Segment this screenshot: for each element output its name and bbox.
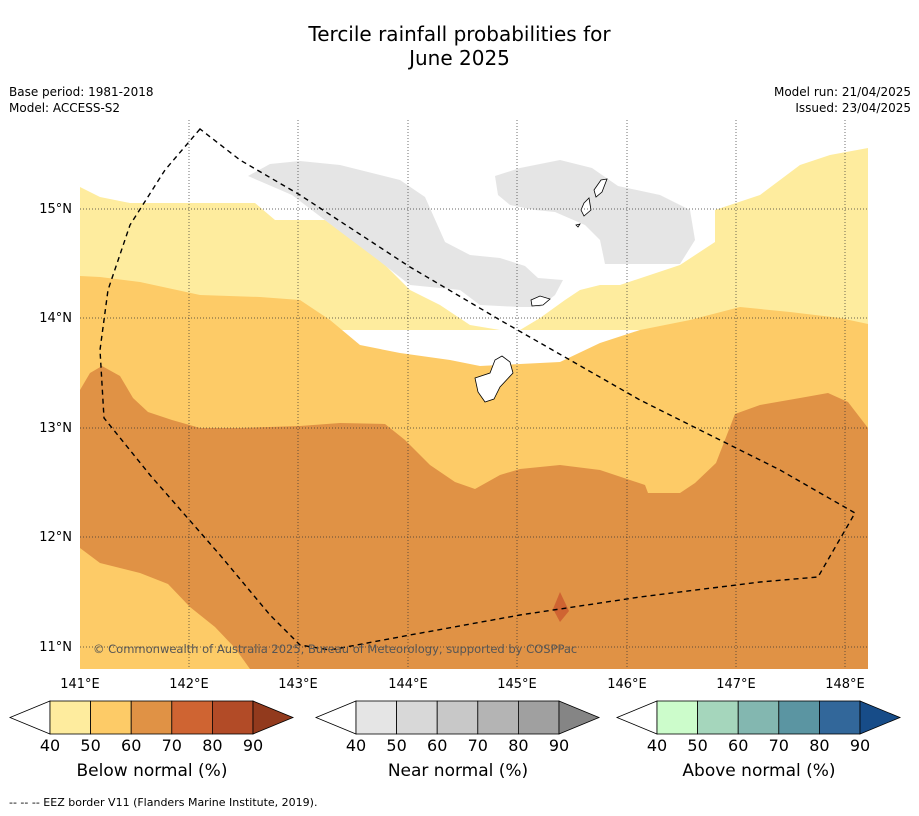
lon-label: 146°E	[607, 677, 647, 692]
near-normal-regions	[248, 160, 695, 307]
colorbar-tick-label: 50	[80, 736, 100, 755]
model-run: Model run: 21/04/2025	[773, 85, 911, 99]
colorbar-cell	[396, 700, 438, 735]
map-frame: © Commonwealth of Australia 2025, Bureau…	[80, 120, 868, 669]
map-title: Tercile rainfall probabilities for June …	[0, 22, 919, 70]
colorbar-tick-label: 60	[427, 736, 447, 755]
colorbar-cell	[90, 700, 132, 735]
colorbar-cell	[697, 700, 739, 735]
colorbars: 40 50 60 70 80 90 40 50 60 70 80 90 40 50 60 70 80 90	[8, 700, 902, 755]
title-line-2: June 2025	[409, 46, 510, 70]
colorbar-tick-label: 40	[40, 736, 60, 755]
lon-label: 142°E	[169, 677, 209, 692]
saipan-island	[593, 178, 608, 198]
lat-axis-labels: 15°N 14°N 13°N 12°N 11°N	[39, 202, 72, 655]
colorbar-tick-label: 80	[202, 736, 222, 755]
copyright-text: © Commonwealth of Australia 2025, Bureau…	[93, 642, 577, 656]
colorbar-cell	[130, 700, 173, 735]
lon-label: 143°E	[278, 677, 318, 692]
colorbar-cell	[436, 700, 479, 735]
model-info: Base period: 1981-2018 Model: ACCESS-S2	[9, 84, 154, 116]
lat-label: 11°N	[39, 640, 72, 655]
lon-label: 141°E	[60, 677, 100, 692]
colorbar-cell	[171, 700, 213, 735]
lon-label: 147°E	[716, 677, 756, 692]
title-line-1: Tercile rainfall probabilities for	[308, 22, 611, 46]
colorbar-tick-label: 50	[687, 736, 707, 755]
colorbar-right-arrow	[859, 700, 902, 735]
colorbar-tick-label: 80	[508, 736, 528, 755]
lat-label: 13°N	[39, 421, 72, 436]
colorbar-tick-label: 70	[769, 736, 789, 755]
issued-date: Issued: 23/04/2025	[795, 101, 911, 115]
colorbar-cell	[355, 700, 397, 735]
lon-axis-labels: 141°E 142°E 143°E 144°E 145°E 146°E 147°…	[60, 677, 865, 692]
guam-island	[474, 355, 514, 403]
colorbar-tick-label: 90	[549, 736, 569, 755]
colorbar-left-arrow	[314, 700, 357, 735]
rota-island	[530, 295, 551, 307]
colorbar-right-arrow	[558, 700, 601, 735]
eez-footnote: -- -- -- EEZ border V11 (Flanders Marine…	[9, 796, 318, 809]
colorbar-tick-label: 90	[243, 736, 263, 755]
white-gaps	[538, 243, 600, 283]
colorbar-tick-label: 50	[386, 736, 406, 755]
colorbar-tick-label: 90	[850, 736, 870, 755]
colorbar-cell	[211, 700, 254, 735]
colorbar-tick-label: 40	[346, 736, 366, 755]
colorbar-cell	[737, 700, 780, 735]
below-normal-label: Below normal (%)	[76, 761, 228, 781]
lon-label: 144°E	[388, 677, 428, 692]
model-name: Model: ACCESS-S2	[9, 101, 121, 115]
near-normal-label: Near normal (%)	[387, 761, 529, 781]
lat-label: 12°N	[39, 530, 72, 545]
colorbar-cell	[518, 700, 560, 735]
colorbar-1: 40 50 60 70 80 90	[314, 700, 601, 755]
lat-label: 15°N	[39, 202, 72, 217]
colorbar-left-arrow	[615, 700, 658, 735]
base-period: Base period: 1981-2018	[9, 85, 154, 99]
colorbar-cell	[656, 700, 698, 735]
run-info: Model run: 21/04/2025 Issued: 23/04/2025	[774, 84, 911, 116]
colorbar-0: 40 50 60 70 80 90	[8, 700, 295, 755]
region-below-50	[80, 148, 868, 330]
lat-label: 14°N	[39, 311, 72, 326]
colorbar-tick-label: 40	[647, 736, 667, 755]
colorbar-left-arrow	[8, 700, 51, 735]
lon-label: 145°E	[497, 677, 537, 692]
gridlines	[80, 120, 868, 669]
above-normal-label: Above normal (%)	[682, 761, 836, 781]
colorbar-cell	[819, 700, 861, 735]
colorbar-cell	[778, 700, 820, 735]
aguijan-islet	[575, 223, 581, 228]
colorbar-tick-label: 60	[728, 736, 748, 755]
colorbar-right-arrow	[252, 700, 295, 735]
colorbar-2: 40 50 60 70 80 90	[615, 700, 902, 755]
lon-label: 148°E	[825, 677, 865, 692]
colorbar-tick-label: 80	[809, 736, 829, 755]
colorbar-tick-label: 70	[468, 736, 488, 755]
colorbar-cell	[49, 700, 91, 735]
colorbar-tick-label: 60	[121, 736, 141, 755]
colorbar-tick-label: 70	[162, 736, 182, 755]
eez-border	[99, 128, 856, 651]
region-below-80	[553, 592, 569, 622]
colorbar-cell	[477, 700, 519, 735]
